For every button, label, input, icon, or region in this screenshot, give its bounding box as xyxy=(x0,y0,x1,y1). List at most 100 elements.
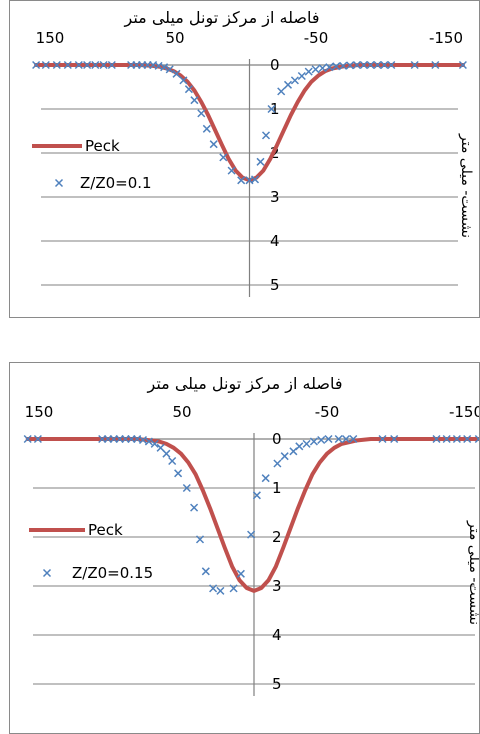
marker-stroke xyxy=(109,434,118,444)
marker-stroke xyxy=(156,443,165,452)
marker-stroke xyxy=(41,60,50,70)
marker-stroke xyxy=(121,434,130,444)
marker-stroke xyxy=(32,60,41,70)
legend-marker-swatch xyxy=(54,178,64,188)
data-point-marker xyxy=(168,456,177,466)
marker-stroke xyxy=(98,434,107,444)
data-point-marker xyxy=(373,60,382,70)
data-point-marker xyxy=(256,157,265,166)
marker-stroke xyxy=(290,76,299,85)
data-point-marker xyxy=(431,60,440,70)
marker-stroke xyxy=(349,434,358,444)
data-point-marker xyxy=(115,434,124,444)
marker-stroke xyxy=(317,435,326,445)
data-point-marker xyxy=(273,459,282,468)
data-point-marker xyxy=(295,442,304,451)
data-point-marker xyxy=(390,434,399,444)
marker-stroke xyxy=(138,435,148,445)
data-point-marker xyxy=(458,60,467,70)
y-tick-label: 3 xyxy=(272,577,282,595)
x-tick-label: -150 xyxy=(449,403,480,421)
data-point-marker xyxy=(324,434,333,444)
marker-stroke xyxy=(54,178,64,188)
data-point-marker xyxy=(121,434,130,444)
marker-stroke xyxy=(359,60,368,70)
x-tick-label: 150 xyxy=(25,403,54,421)
data-point-marker xyxy=(290,76,299,85)
data-point-marker xyxy=(311,65,320,74)
marker-stroke xyxy=(190,96,199,105)
x-tick-label: -50 xyxy=(315,403,340,421)
marker-stroke xyxy=(229,584,238,593)
marker-stroke xyxy=(63,60,72,70)
data-point-marker xyxy=(150,439,159,448)
legend-label-measured: Z/Z0=0.15 xyxy=(72,564,153,582)
marker-stroke xyxy=(197,109,206,118)
y-tick-label: 4 xyxy=(272,626,282,644)
marker-stroke xyxy=(23,434,32,444)
marker-stroke xyxy=(252,491,261,500)
data-point-marker xyxy=(474,434,479,444)
marker-stroke xyxy=(304,67,313,76)
data-point-marker xyxy=(352,60,361,70)
marker-stroke xyxy=(144,437,153,446)
data-point-marker xyxy=(182,483,191,493)
data-point-marker xyxy=(410,60,419,70)
y-axis-title: نشست- میلی متر xyxy=(466,520,480,625)
data-point-marker xyxy=(172,69,181,78)
marker-stroke xyxy=(201,567,210,576)
data-point-marker xyxy=(41,60,50,70)
marker-stroke xyxy=(380,60,389,70)
marker-stroke xyxy=(250,175,260,184)
data-point-marker xyxy=(216,586,225,595)
data-point-marker xyxy=(280,452,289,461)
marker-stroke xyxy=(261,131,271,140)
data-point-marker xyxy=(184,85,193,94)
marker-stroke xyxy=(267,104,276,114)
y-tick-label: 5 xyxy=(272,675,282,693)
data-point-marker xyxy=(463,434,472,444)
chart-panel-top: فاصله از مرکز تونل میلی متر 150 50 -50 -150 0… xyxy=(9,0,480,318)
marker-stroke xyxy=(236,569,245,578)
marker-stroke xyxy=(341,434,351,444)
data-point-marker xyxy=(209,140,218,149)
x-tick-label: 50 xyxy=(165,29,184,47)
data-point-marker xyxy=(432,434,441,444)
marker-stroke xyxy=(115,434,124,444)
y-tick-label: 1 xyxy=(272,479,282,497)
data-point-marker xyxy=(317,435,326,445)
x-tick-label: 50 xyxy=(172,403,191,421)
marker-stroke xyxy=(42,568,52,578)
data-point-marker xyxy=(32,60,41,70)
marker-stroke xyxy=(318,64,327,73)
marker-stroke xyxy=(216,586,225,595)
data-point-marker xyxy=(247,530,256,539)
data-point-marker xyxy=(103,434,113,444)
data-point-marker xyxy=(227,166,236,175)
marker-stroke xyxy=(295,442,304,451)
data-point-marker xyxy=(387,60,396,70)
y-tick-label: 0 xyxy=(272,430,282,448)
data-point-marker xyxy=(83,60,92,70)
y-tick-label: 2 xyxy=(272,528,282,546)
data-point-marker xyxy=(237,176,246,185)
y-tick-label: 0 xyxy=(270,56,280,74)
data-point-marker xyxy=(297,71,306,81)
marker-stroke xyxy=(107,60,116,70)
marker-stroke xyxy=(309,437,318,446)
y-axis-title: نشست- میلی متر xyxy=(458,133,474,238)
marker-stroke xyxy=(209,584,218,593)
marker-stroke xyxy=(378,434,387,444)
data-point-marker xyxy=(252,491,261,500)
marker-stroke xyxy=(195,535,205,544)
marker-stroke xyxy=(247,530,256,539)
chart-title: فاصله از مرکز تونل میلی متر xyxy=(147,374,343,394)
data-point-marker xyxy=(197,109,206,118)
data-point-marker xyxy=(309,437,318,446)
marker-stroke xyxy=(174,469,183,478)
marker-stroke xyxy=(410,60,419,70)
legend-label-peck: Peck xyxy=(85,137,120,155)
marker-stroke xyxy=(52,60,61,70)
series-line-peck xyxy=(34,63,465,183)
marker-stroke xyxy=(302,439,311,448)
